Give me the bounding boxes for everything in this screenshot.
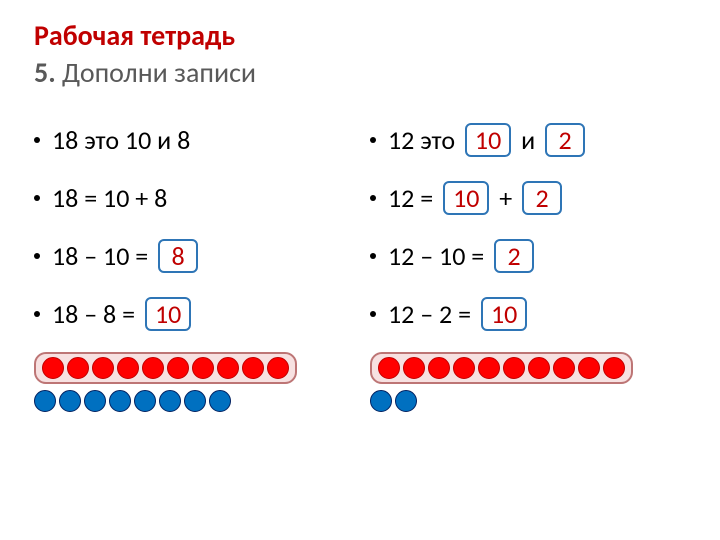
bead-red — [167, 357, 189, 379]
task-number: 5. — [34, 55, 56, 90]
right-beads — [370, 352, 686, 412]
bead-red — [478, 357, 500, 379]
columns: 18 это 10 и 8 18 = 10 + 8 18 – 10 = 8 18… — [34, 120, 686, 412]
bead-red — [553, 357, 575, 379]
bead-red — [428, 357, 450, 379]
bead-blue — [395, 390, 417, 412]
bead-blue — [159, 390, 181, 412]
bead-red — [267, 357, 289, 379]
text: 18 это 10 и 8 — [52, 124, 190, 156]
beads-loose — [370, 390, 686, 412]
left-row-1: 18 это 10 и 8 — [34, 120, 350, 160]
beads-bar — [34, 352, 297, 384]
text: 12 – 10 = — [388, 240, 490, 272]
bullet-icon — [370, 137, 376, 143]
answer-box: 2 — [545, 123, 585, 157]
bead-blue — [59, 390, 81, 412]
bead-red — [217, 357, 239, 379]
beads-bar — [370, 352, 633, 384]
text: 12 – 2 = — [388, 298, 477, 330]
bead-red — [117, 357, 139, 379]
text: 12 это — [388, 124, 461, 156]
bead-blue — [109, 390, 131, 412]
bead-blue — [134, 390, 156, 412]
bullet-icon — [34, 137, 40, 143]
title-line2: 5. Дополни записи — [34, 55, 686, 90]
bullet-icon — [34, 195, 40, 201]
bullet-icon — [34, 253, 40, 259]
bead-red — [503, 357, 525, 379]
bead-red — [92, 357, 114, 379]
bead-red — [578, 357, 600, 379]
bead-blue — [184, 390, 206, 412]
right-row-2: 12 = 10 + 2 — [370, 178, 686, 218]
left-row-2: 18 = 10 + 8 — [34, 178, 350, 218]
answer-box: 8 — [158, 239, 198, 273]
text: 12 = — [388, 182, 439, 214]
bead-blue — [34, 390, 56, 412]
bead-blue — [84, 390, 106, 412]
text: и — [515, 124, 541, 156]
bullet-icon — [370, 253, 376, 259]
text: 18 = 10 + 8 — [52, 182, 167, 214]
answer-box: 10 — [443, 181, 489, 215]
right-column: 12 это 10 и 2 12 = 10 + 2 12 – 10 = 2 12… — [370, 120, 686, 412]
bead-red — [403, 357, 425, 379]
answer-box: 2 — [494, 239, 534, 273]
bead-red — [192, 357, 214, 379]
left-row-4: 18 – 8 = 10 — [34, 294, 350, 334]
bullet-icon — [34, 311, 40, 317]
left-column: 18 это 10 и 8 18 = 10 + 8 18 – 10 = 8 18… — [34, 120, 350, 412]
bead-red — [242, 357, 264, 379]
task-text: Дополни записи — [56, 55, 256, 90]
right-row-1: 12 это 10 и 2 — [370, 120, 686, 160]
text: 18 – 8 = — [52, 298, 141, 330]
left-row-3: 18 – 10 = 8 — [34, 236, 350, 276]
answer-box: 2 — [522, 181, 562, 215]
answer-box: 10 — [465, 123, 511, 157]
bead-red — [453, 357, 475, 379]
bead-red — [378, 357, 400, 379]
bead-red — [528, 357, 550, 379]
left-beads — [34, 352, 350, 412]
right-row-3: 12 – 10 = 2 — [370, 236, 686, 276]
right-row-4: 12 – 2 = 10 — [370, 294, 686, 334]
beads-loose — [34, 390, 350, 412]
bead-blue — [370, 390, 392, 412]
answer-box: 10 — [145, 297, 191, 331]
bead-blue — [209, 390, 231, 412]
bullet-icon — [370, 311, 376, 317]
answer-box: 10 — [481, 297, 527, 331]
bead-red — [142, 357, 164, 379]
bead-red — [67, 357, 89, 379]
worksheet: Рабочая тетрадь 5. Дополни записи 18 это… — [0, 0, 720, 430]
text: + — [493, 182, 518, 214]
bullet-icon — [370, 195, 376, 201]
bead-red — [42, 357, 64, 379]
title-line1: Рабочая тетрадь — [34, 18, 686, 53]
bead-red — [603, 357, 625, 379]
text: 18 – 10 = — [52, 240, 154, 272]
